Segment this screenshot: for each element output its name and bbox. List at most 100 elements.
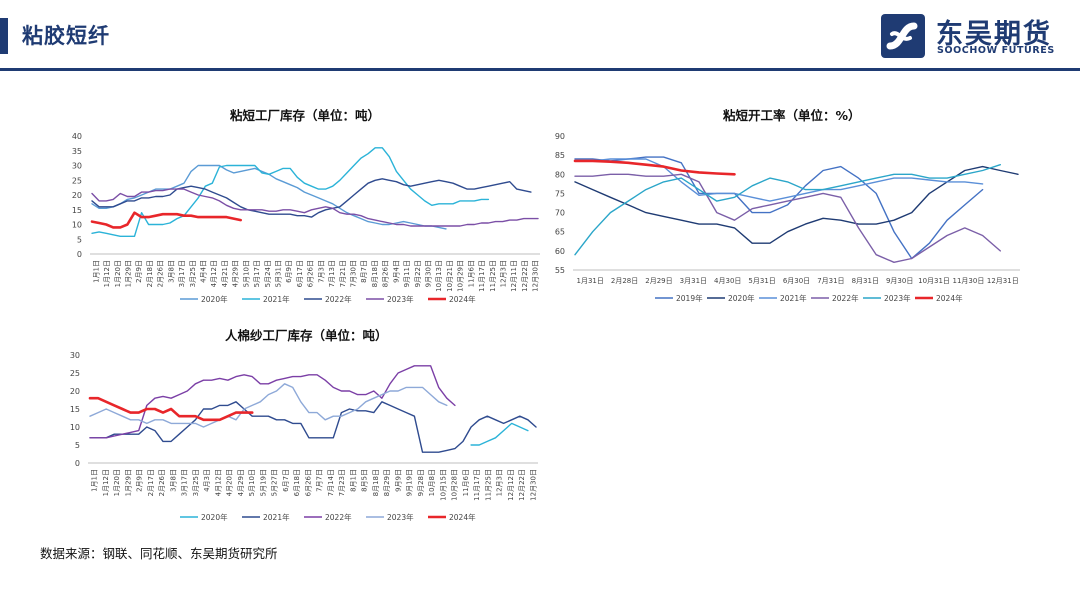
x-tick-label: 10月31日 [918,277,950,285]
x-tick-label: 7月14日 [327,469,335,496]
x-tick-label: 2月9日 [136,469,144,492]
y-tick-label: 0 [75,459,80,468]
x-tick-label: 11月25日 [484,469,492,501]
legend-label: 2023年 [387,512,414,522]
x-tick-label: 6月26日 [307,260,315,287]
x-tick-label: 12月22日 [518,469,526,501]
y-tick-label: 75 [555,189,565,198]
x-tick-label: 2月26日 [158,469,166,496]
x-tick-label: 2月29日 [645,277,672,285]
x-tick-label: 8月31日 [852,277,879,285]
legend-label: 2019年 [676,293,703,303]
y-tick-label: 30 [72,162,82,171]
x-tick-label: 9月28日 [417,469,425,496]
logo-text-cn: 东吴期货 [936,19,1052,50]
x-tick-label: 11月6日 [467,260,475,287]
series-line-2022年 [574,173,1001,263]
x-tick-label: 7月21日 [339,260,347,287]
x-tick-label: 11月17日 [478,260,486,292]
x-tick-label: 4月29日 [237,469,245,496]
x-tick-label: 10月21日 [446,260,454,292]
chart2-title: 粘短开工率（单位：%） [723,108,861,123]
x-tick-label: 3月25日 [189,260,197,287]
x-tick-label: 1月31日 [577,277,604,285]
x-tick-label: 11月30日 [953,277,985,285]
logo-text-en: SOOCHOW FUTURES [937,45,1055,56]
x-tick-label: 8月1日 [349,469,357,492]
x-tick-label: 5月19日 [259,469,267,496]
x-tick-label: 4月12日 [210,260,218,287]
x-tick-label: 10月8日 [428,469,436,496]
y-tick-label: 20 [70,387,80,396]
company-logo: 东吴期货 SOOCHOW FUTURES [880,12,1075,60]
x-tick-label: 5月27日 [271,469,279,496]
x-tick-label: 7月13日 [328,260,336,287]
legend-label: 2024年 [449,294,476,304]
x-tick-label: 4月30日 [714,277,741,285]
x-tick-label: 1月1日 [92,260,100,283]
x-tick-label: 2月26日 [157,260,165,287]
x-tick-label: 12月30日 [529,469,537,501]
x-tick-label: 5月31日 [748,277,775,285]
series-line-2020年 [574,165,1019,244]
series-line-2022年 [89,365,456,439]
x-tick-label: 6月9日 [285,260,293,283]
x-tick-label: 4月12日 [214,469,222,496]
x-tick-label: 9月9日 [394,469,402,492]
legend-label: 2021年 [263,512,290,522]
x-tick-label: 8月18日 [371,260,379,287]
y-tick-label: 5 [77,235,82,244]
x-tick-label: 11月17日 [473,469,481,501]
x-tick-label: 7月3日 [317,260,325,283]
x-tick-label: 1月1日 [91,469,99,492]
x-tick-label: 7月31日 [817,277,844,285]
y-tick-label: 85 [555,151,565,160]
x-tick-label: 10月15日 [439,469,447,501]
x-tick-label: 5月10日 [248,469,256,496]
x-tick-label: 5月24日 [264,260,272,287]
legend-label: 2021年 [263,294,290,304]
y-tick-label: 10 [72,221,82,230]
series-line-2023年 [91,188,539,227]
x-tick-label: 1月29日 [124,469,132,496]
x-tick-label: 8月7日 [360,260,368,283]
x-tick-label: 2月18日 [146,260,154,287]
legend-label: 2022年 [325,294,352,304]
x-tick-label: 9月11日 [403,260,411,287]
x-tick-label: 9月30日 [886,277,913,285]
legend-label: 2021年 [780,293,807,303]
y-tick-label: 25 [72,176,82,185]
chart3-title: 人棉纱工厂库存（单位：吨） [225,328,388,343]
y-tick-label: 70 [555,209,565,218]
series-line-2021年 [574,158,984,202]
x-tick-label: 3月17日 [178,260,186,287]
x-tick-label: 12月3日 [500,260,508,287]
x-tick-label: 10月13日 [435,260,443,292]
y-tick-label: 80 [555,170,565,179]
series-line-2021年 [89,401,537,453]
x-tick-label: 1月29日 [125,260,133,287]
x-tick-label: 1月12日 [102,469,110,496]
x-tick-label: 3月8日 [169,469,177,492]
y-tick-label: 40 [72,132,82,141]
series-line-2021年 [91,147,490,237]
x-tick-label: 1月20日 [114,260,122,287]
x-tick-label: 6月26日 [304,469,312,496]
x-tick-label: 4月3日 [203,469,211,492]
x-tick-label: 1月12日 [103,260,111,287]
x-tick-label: 8月29日 [383,469,391,496]
x-tick-label: 4月4日 [200,260,208,283]
legend-label: 2023年 [387,294,414,304]
x-tick-label: 12月12日 [507,469,515,501]
x-tick-label: 2月17日 [147,469,155,496]
x-tick-label: 3月31日 [680,277,707,285]
y-tick-label: 10 [70,423,80,432]
series-line-2024年 [88,396,254,422]
x-tick-label: 3月8日 [167,260,175,283]
x-tick-label: 2月28日 [611,277,638,285]
x-tick-label: 6月7日 [282,469,290,492]
x-tick-label: 1月20日 [113,469,121,496]
legend-label: 2022年 [325,512,352,522]
